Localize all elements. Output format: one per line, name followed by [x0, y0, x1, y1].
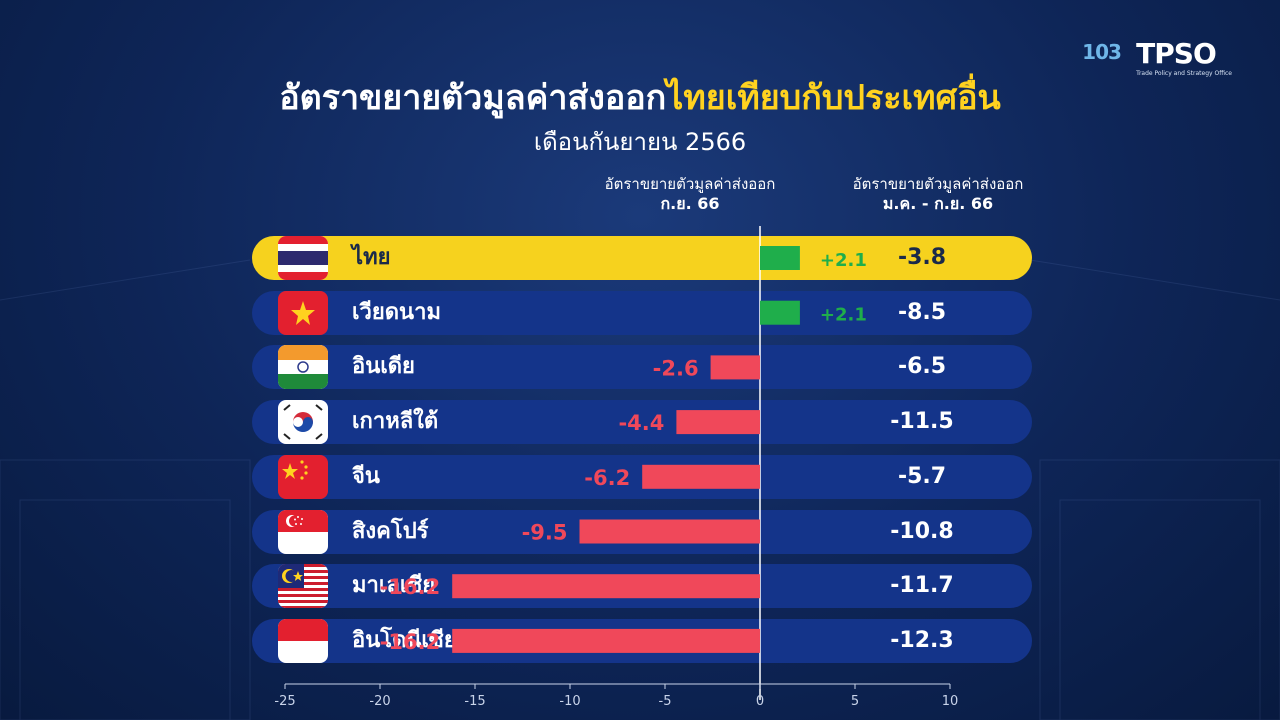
- bar: [579, 519, 760, 544]
- x-tick-label: 0: [756, 694, 764, 709]
- x-tick-label: 10: [942, 694, 959, 709]
- column-header-monthly: อัตราขยายตัวมูลค่าส่งออก ก.ย. 66: [604, 175, 776, 213]
- bar: [452, 574, 760, 599]
- bar-value-label: -4.4: [618, 411, 664, 435]
- bar-value-label: +2.1: [820, 250, 867, 271]
- country-label: อินโดนีเซีย: [352, 627, 457, 653]
- indonesia-flag: [278, 618, 328, 663]
- bar-value-label: -16.2: [380, 630, 441, 654]
- bar: [676, 410, 760, 435]
- chart-row: อินเดีย -6.5: [252, 345, 1032, 390]
- chart-subtitle: เดือนกันยายน 2566: [533, 128, 747, 156]
- singapore-flag: [278, 509, 328, 554]
- x-tick-label: 5: [851, 694, 859, 709]
- ytd-value: -3.8: [897, 245, 947, 270]
- vietnam-flag: [278, 290, 328, 335]
- ytd-value: -8.5: [897, 299, 947, 325]
- chart-title: อัตราขยายตัวมูลค่าส่งออกไทยเทียบกับประเท…: [0, 76, 1280, 120]
- ytd-value: -5.7: [897, 463, 947, 489]
- chart-row: เวียดนาม -8.5: [252, 290, 1032, 335]
- chart-title-part2: ไทยเทียบกับประเทศอื่น: [666, 78, 1001, 118]
- country-label: ไทย: [352, 245, 391, 270]
- ytd-value: -11.5: [890, 409, 954, 435]
- tpso-logo-mark: TPSO: [1136, 37, 1217, 70]
- logo-group: 103 TPSO Trade Policy and Strategy Offic…: [1082, 37, 1232, 78]
- chart-title-part1: อัตราขยายตัวมูลค่าส่งออก: [279, 78, 667, 118]
- ytd-value: -6.5: [897, 354, 947, 380]
- chart-row: เกาหลีใต้ -11.5: [252, 400, 1032, 445]
- x-tick-label: -25: [274, 694, 295, 709]
- tpso-logo: TPSO Trade Policy and Strategy Office: [1136, 37, 1232, 78]
- x-tick-label: -20: [369, 694, 390, 709]
- bar: [760, 246, 800, 270]
- country-label: สิงคโปร์: [352, 518, 429, 544]
- bar-value-label: -6.2: [584, 466, 630, 490]
- malaysia-flag: [278, 564, 328, 609]
- country-label: เวียดนาม: [352, 299, 441, 325]
- x-tick-label: -5: [659, 694, 672, 709]
- bar-value-label: -16.2: [380, 575, 441, 599]
- x-tick-label: -15: [464, 694, 485, 709]
- bar: [760, 300, 800, 325]
- country-label: เกาหลีใต้: [352, 409, 439, 435]
- tpso-logo-tagline: Trade Policy and Strategy Office: [1136, 70, 1232, 77]
- china-flag: [278, 454, 328, 499]
- ytd-value: -10.8: [890, 518, 954, 544]
- chart-row: ไทย -3.8: [252, 236, 1032, 280]
- bar: [452, 628, 760, 653]
- x-tick-label: -10: [559, 694, 580, 709]
- bar-value-label: -9.5: [522, 521, 568, 545]
- bar-value-label: -2.6: [653, 356, 699, 380]
- country-label: อินเดีย: [352, 354, 415, 380]
- india-flag: [278, 345, 328, 390]
- bar: [642, 464, 760, 489]
- column-header-ytd: อัตราขยายตัวมูลค่าส่งออก ม.ค. - ก.ย. 66: [852, 175, 1024, 213]
- chart-row: จีน -5.7: [252, 454, 1032, 499]
- bar: [710, 355, 760, 380]
- south-korea-flag: [278, 400, 328, 445]
- ytd-value: -11.7: [890, 573, 954, 599]
- thailand-flag: [278, 236, 328, 280]
- anniversary-logo: 103: [1082, 39, 1122, 64]
- ytd-value: -12.3: [890, 627, 954, 653]
- country-label: จีน: [352, 463, 380, 489]
- bar-value-label: +2.1: [820, 305, 867, 326]
- country-label: มาเลเซีย: [352, 573, 436, 599]
